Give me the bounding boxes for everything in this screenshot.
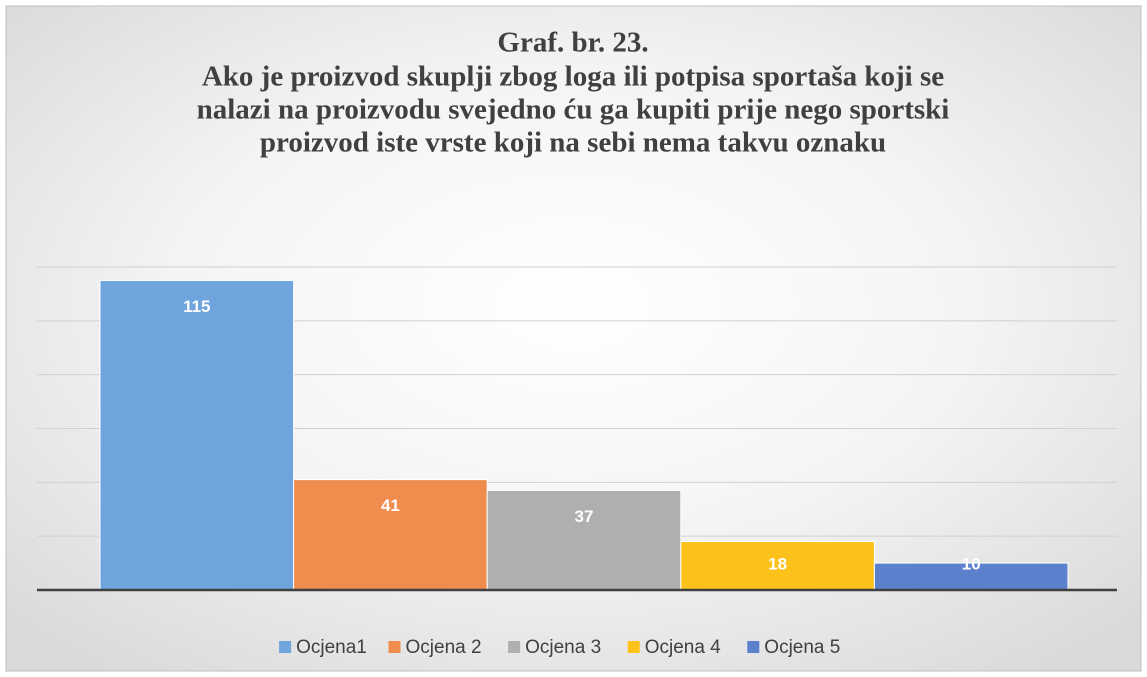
chart-subtitle: Ako je proizvod skuplji zbog loga ili po… bbox=[202, 61, 944, 93]
legend-label: Ocjena 3 bbox=[525, 637, 601, 658]
data-label: 18 bbox=[768, 554, 787, 573]
legend-label: Ocjena 4 bbox=[645, 637, 721, 658]
data-label: 10 bbox=[962, 554, 981, 573]
legend-swatch bbox=[747, 641, 760, 653]
data-label: 41 bbox=[381, 496, 400, 515]
data-label: 115 bbox=[183, 297, 210, 316]
legend-label: Ocjena1 bbox=[296, 637, 367, 658]
legend-swatch bbox=[388, 641, 401, 653]
data-label: 37 bbox=[575, 507, 594, 526]
bar bbox=[99, 279, 295, 591]
legend-swatch bbox=[279, 641, 292, 653]
legend-swatch bbox=[508, 641, 521, 653]
chart-subtitle: nalazi na proizvodu svejedno ću ga kupit… bbox=[197, 94, 950, 126]
bar bbox=[486, 489, 682, 591]
bar bbox=[873, 562, 1069, 591]
legend-label: Ocjena 5 bbox=[764, 637, 840, 658]
chart-subtitle: proizvod iste vrste koji na sebi nema ta… bbox=[260, 127, 886, 159]
chart-title: Graf. br. 23. bbox=[497, 27, 648, 59]
legend-label: Ocjena 2 bbox=[406, 637, 482, 658]
bar bbox=[680, 541, 875, 591]
legend-swatch bbox=[627, 641, 640, 653]
bar bbox=[293, 479, 488, 591]
